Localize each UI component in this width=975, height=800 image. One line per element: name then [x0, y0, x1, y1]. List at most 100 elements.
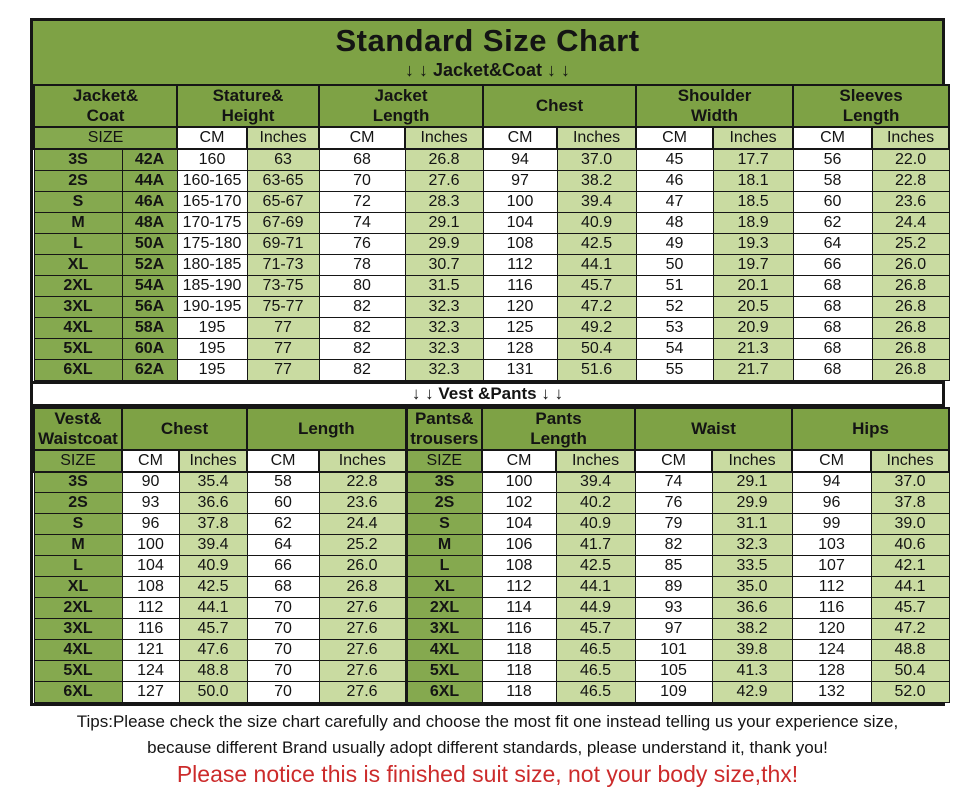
- table-cell: 3XL: [33, 618, 123, 640]
- col-header-pants-trousers: Pants& trousers: [404, 406, 484, 451]
- col-header-stature-height: Stature& Height: [175, 84, 321, 128]
- table-cell: 45.7: [556, 274, 637, 297]
- table-cell: 55: [635, 358, 714, 381]
- table-cell: 106: [481, 534, 557, 556]
- table-cell: 5XL: [404, 660, 483, 682]
- size-label: SIZE: [404, 448, 484, 473]
- table-cell: 52A: [121, 253, 178, 276]
- table-row: 6XL 62A 195 77 82 32.3 131 51.6 55 21.7 68 26.8: [33, 358, 950, 381]
- table-row: 2S 93 36.6 60 23.6 2S 102 40.2 76 29.9 96 37.8: [33, 492, 950, 514]
- table-cell: 29.1: [404, 211, 484, 234]
- table-cell: 20.1: [712, 274, 794, 297]
- table-cell: 35.0: [711, 576, 793, 598]
- table-cell: 39.4: [556, 190, 637, 213]
- table-cell: 68: [318, 148, 406, 171]
- table-cell: 50.4: [870, 660, 950, 682]
- table-cell: 26.8: [871, 316, 950, 339]
- table-cell: 46A: [121, 190, 178, 213]
- table-cell: 96: [121, 513, 180, 535]
- table-cell: 45.7: [178, 618, 248, 640]
- table-cell: 63-65: [246, 169, 320, 192]
- table-cell: S: [33, 190, 123, 213]
- table-cell: 2S: [404, 492, 483, 514]
- table-cell: 75-77: [246, 295, 320, 318]
- table-cell: 25.2: [318, 534, 407, 556]
- vest-unit-header-row: SIZE CM Inches CM Inches SIZE CM Inches …: [33, 448, 951, 473]
- table-cell: 21.3: [712, 337, 794, 360]
- title-area: Standard Size Chart ↓ ↓ Jacket&Coat ↓ ↓: [33, 21, 942, 84]
- table-cell: 120: [791, 618, 872, 640]
- unit-cm-label: CM: [318, 126, 407, 150]
- table-cell: 31.5: [404, 274, 484, 297]
- table-cell: 40.6: [870, 534, 950, 556]
- table-cell: 68: [792, 358, 873, 381]
- table-cell: 102: [481, 492, 557, 514]
- table-cell: 62: [792, 211, 873, 234]
- table-cell: 54: [635, 337, 714, 360]
- table-cell: 26.8: [404, 148, 484, 171]
- table-cell: L: [33, 232, 123, 255]
- unit-inches-label: Inches: [870, 448, 951, 473]
- table-cell: 50A: [121, 232, 178, 255]
- table-cell: 3S: [33, 148, 123, 171]
- table-cell: 56A: [121, 295, 178, 318]
- table-cell: 32.3: [404, 295, 484, 318]
- table-cell: 27.6: [318, 660, 407, 682]
- unit-inches-label: Inches: [871, 126, 951, 150]
- table-row: M 48A 170-175 67-69 74 29.1 104 40.9 48 18.9 62 24.…: [33, 211, 950, 234]
- table-cell: 42A: [121, 148, 178, 171]
- table-row: 2S 44A 160-165 63-65 70 27.6 97 38.2 46 18.1 58 22.…: [33, 169, 950, 192]
- unit-cm-label: CM: [792, 126, 874, 150]
- table-cell: 107: [791, 555, 872, 577]
- unit-cm-label: CM: [481, 448, 558, 473]
- table-cell: 4XL: [404, 639, 483, 661]
- table-cell: 104: [121, 555, 180, 577]
- table-cell: 44.1: [556, 253, 637, 276]
- table-cell: 51.6: [556, 358, 637, 381]
- table-cell: 118: [481, 660, 557, 682]
- jacket-coat-table: Jacket& Coat Stature& Height Jacket Leng…: [33, 84, 951, 381]
- table-cell: 68: [792, 337, 873, 360]
- table-cell: 70: [318, 169, 406, 192]
- table-cell: 24.4: [318, 513, 407, 535]
- table-cell: 60: [246, 492, 320, 514]
- table-row: L 104 40.9 66 26.0 L 108 42.5 85 33.5 107 42.1: [33, 555, 950, 577]
- table-cell: 104: [481, 513, 557, 535]
- table-cell: 26.8: [318, 576, 407, 598]
- unit-inches-label: Inches: [555, 448, 637, 473]
- table-cell: 24.4: [871, 211, 950, 234]
- table-cell: 78: [318, 253, 406, 276]
- table-cell: 100: [481, 471, 557, 493]
- table-cell: 27.6: [318, 681, 407, 703]
- vest-pants-block: Vest& Waistcoat Chest Length Pants& trou…: [30, 403, 951, 706]
- table-row: 2XL 54A 185-190 73-75 80 31.5 116 45.7 51 20.1 68 2…: [33, 274, 950, 297]
- table-cell: 118: [481, 639, 557, 661]
- table-cell: 82: [318, 295, 406, 318]
- table-cell: 38.2: [556, 169, 637, 192]
- table-cell: 80: [318, 274, 406, 297]
- table-cell: 4XL: [33, 316, 123, 339]
- table-cell: 18.5: [712, 190, 794, 213]
- table-cell: 23.6: [871, 190, 950, 213]
- table-cell: 175-180: [176, 232, 248, 255]
- table-cell: 68: [792, 274, 873, 297]
- table-cell: 40.9: [555, 513, 636, 535]
- unit-cm-label: CM: [634, 448, 714, 473]
- table-cell: 100: [482, 190, 558, 213]
- table-cell: 29.1: [711, 471, 793, 493]
- table-cell: 42.5: [556, 232, 637, 255]
- unit-cm-label: CM: [121, 448, 180, 473]
- table-cell: 190-195: [176, 295, 248, 318]
- table-cell: 48A: [121, 211, 178, 234]
- table-cell: 112: [121, 597, 180, 619]
- table-cell: 132: [791, 681, 872, 703]
- table-cell: M: [33, 211, 123, 234]
- table-cell: 93: [121, 492, 180, 514]
- table-cell: 66: [792, 253, 873, 276]
- table-cell: 68: [792, 316, 873, 339]
- table-cell: 2S: [33, 492, 123, 514]
- table-cell: 44.1: [870, 576, 950, 598]
- table-cell: 40.2: [555, 492, 636, 514]
- table-cell: 50.0: [178, 681, 248, 703]
- table-cell: 6XL: [33, 358, 123, 381]
